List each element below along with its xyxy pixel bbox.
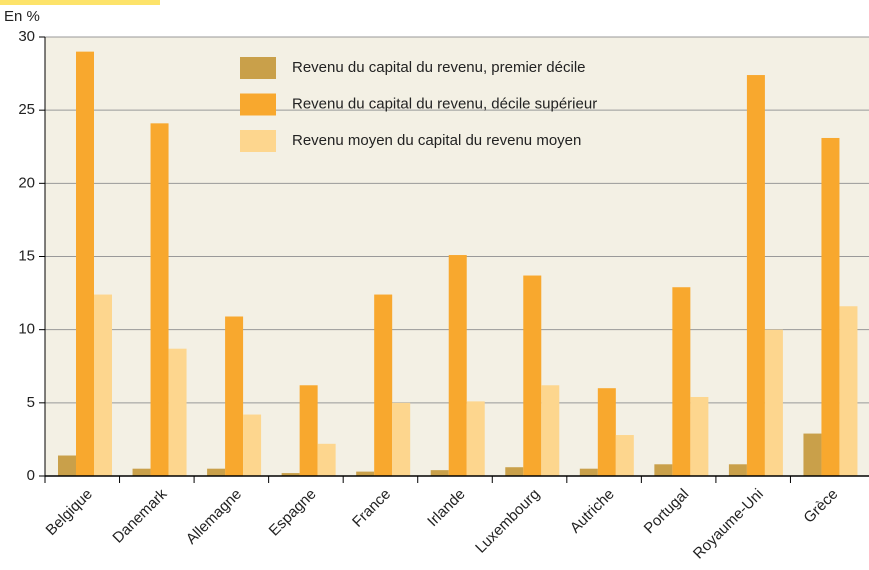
bar: [94, 294, 112, 476]
bar: [374, 294, 393, 476]
legend-swatch: [240, 57, 276, 79]
bar: [523, 275, 542, 476]
bar: [541, 385, 560, 476]
y-tick-label: 25: [18, 101, 35, 118]
x-tick-label: Danemark: [109, 485, 170, 546]
bar: [690, 396, 709, 476]
bar: [281, 473, 300, 476]
y-tick-label: 0: [27, 467, 35, 484]
x-tick-label: Belgique: [43, 486, 96, 539]
y-axis-label: En %: [4, 8, 40, 25]
bar: [448, 255, 467, 476]
bar: [803, 433, 822, 476]
x-tick-label: Autriche: [567, 486, 618, 537]
legend-swatch: [240, 93, 276, 116]
bar: [76, 51, 94, 477]
x-tick-label: Espagne: [266, 486, 320, 540]
y-tick-label: 5: [27, 394, 35, 411]
tag: [0, 0, 160, 5]
x-tick-label: Luxembourg: [472, 486, 543, 557]
bar: [58, 455, 76, 476]
y-tick-label: 30: [18, 28, 35, 45]
bar: [225, 316, 244, 476]
bar: [505, 467, 524, 476]
bar: [597, 388, 616, 476]
bar: [207, 468, 226, 476]
bar: [654, 464, 673, 476]
bar: [579, 468, 598, 476]
bar: [317, 443, 336, 476]
bar: [168, 348, 187, 476]
y-tick-label: 15: [18, 247, 35, 264]
legend-label: Revenu du capital du revenu, premier déc…: [292, 59, 586, 76]
x-tick-label: Grèce: [800, 486, 841, 527]
x-tick-label: France: [349, 486, 394, 531]
bar: [839, 306, 858, 476]
bar: [392, 402, 411, 476]
bar: [672, 287, 691, 476]
bar: [821, 137, 840, 476]
bar: [746, 75, 765, 477]
legend-label: Revenu moyen du capital du revenu moyen: [292, 132, 581, 149]
bar: [299, 385, 318, 476]
x-tick-label: Royaume-Uni: [690, 486, 767, 563]
y-tick-label: 20: [18, 174, 35, 191]
bar: [430, 470, 449, 476]
bar: [356, 471, 375, 476]
bar: [150, 123, 169, 476]
bar: [132, 468, 151, 476]
y-tick-label: 10: [18, 321, 35, 338]
legend-swatch: [240, 130, 276, 152]
bar: [243, 414, 262, 476]
bar: [764, 329, 783, 476]
x-tick-label: Portugal: [641, 486, 693, 538]
bar: [728, 464, 747, 476]
x-tick-label: Allemagne: [183, 486, 245, 548]
bar: [615, 435, 634, 476]
bar: [466, 401, 485, 476]
x-tick-label: Irlande: [424, 486, 468, 530]
legend-label: Revenu du capital du revenu, décile supé…: [292, 95, 597, 112]
